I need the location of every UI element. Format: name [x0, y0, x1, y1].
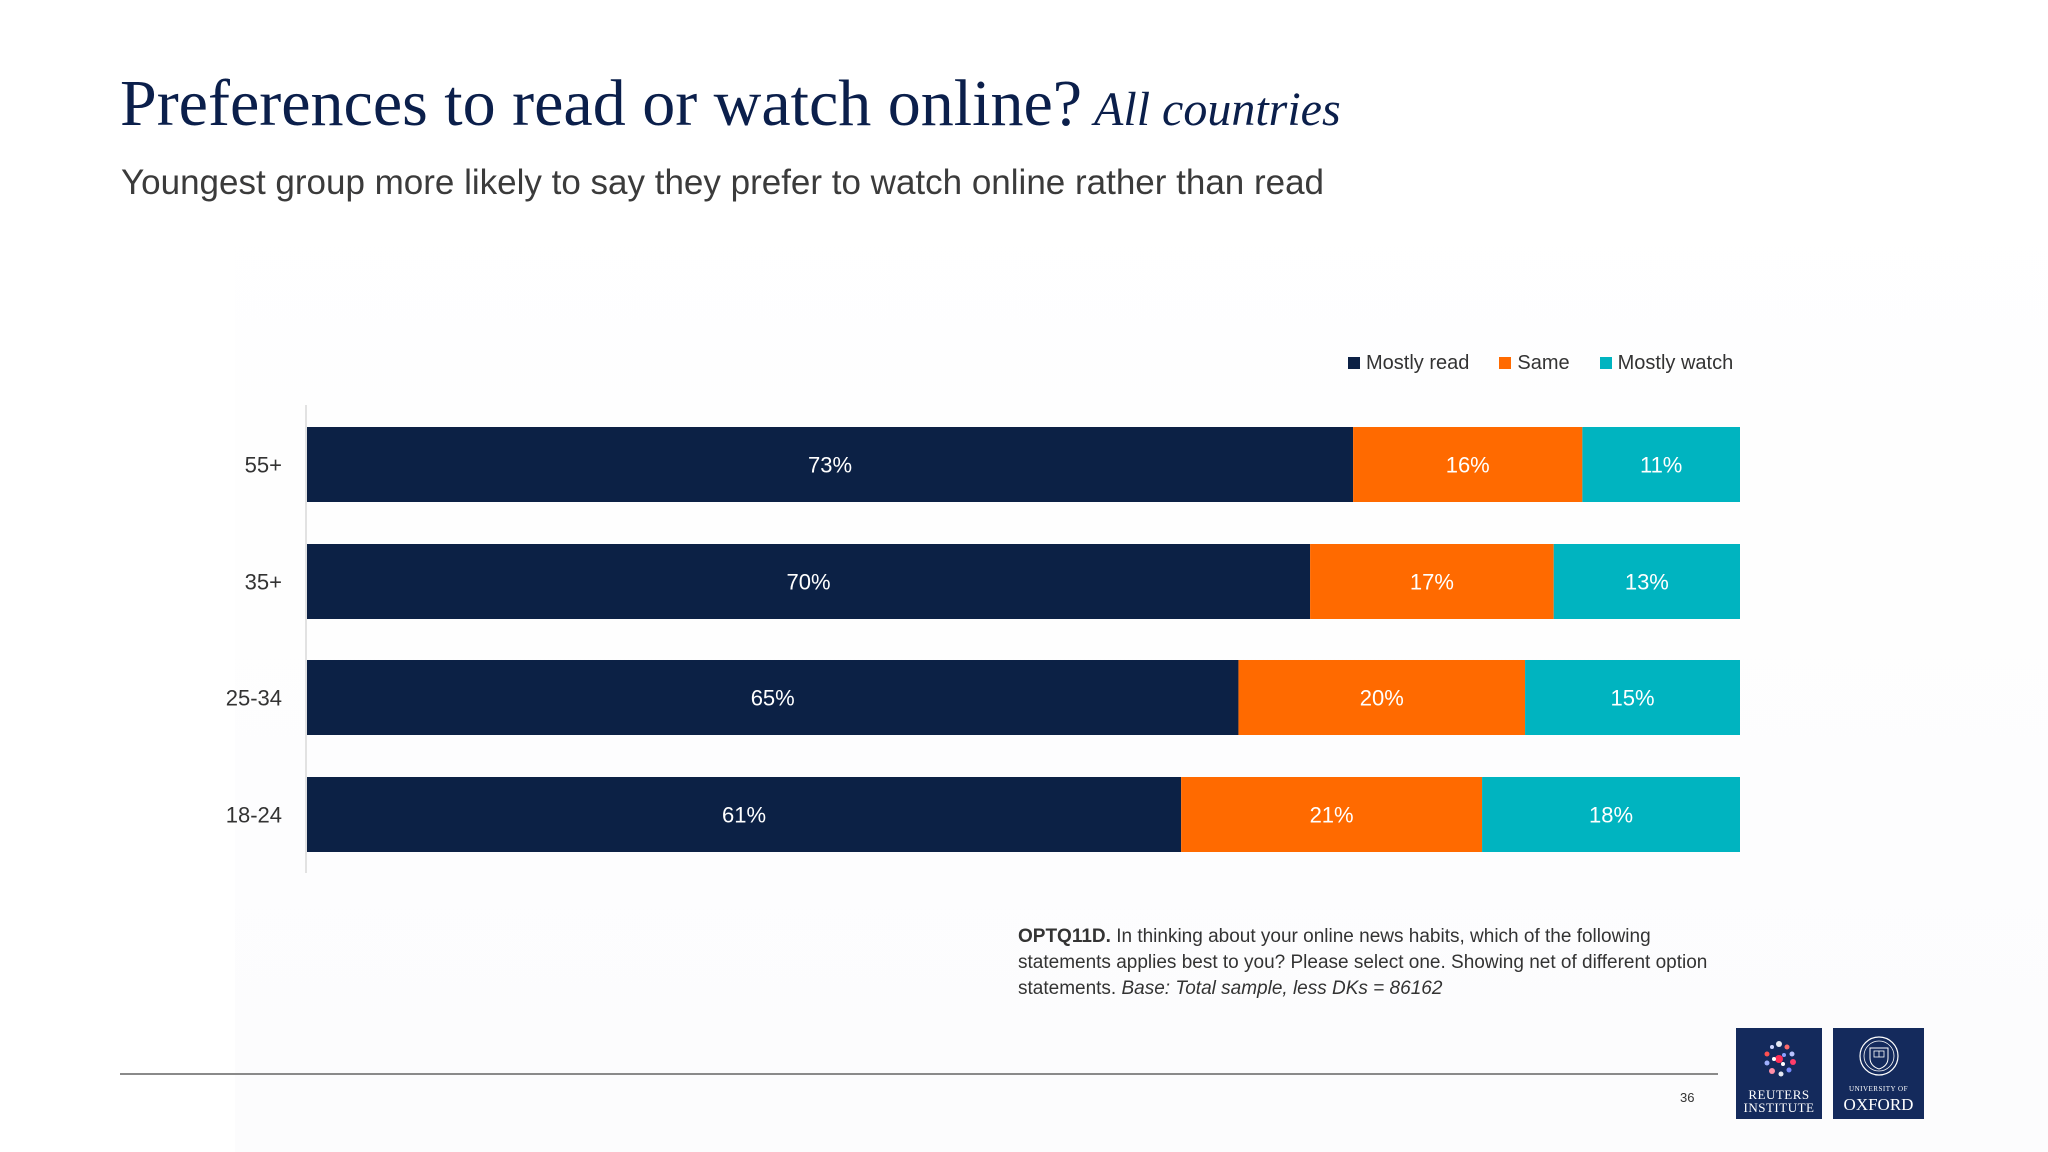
- survey-note: OPTQ11D. In thinking about your online n…: [1018, 924, 1748, 1002]
- data-label-same-55+: 16%: [1446, 453, 1490, 478]
- bar-mostly-read-35+: [307, 544, 1311, 619]
- category-label-35+: 35+: [245, 570, 282, 595]
- bar-mostly-watch-35+: [1553, 544, 1740, 619]
- reuters-institute-logo: REUTERS INSTITUTE: [1736, 1028, 1822, 1119]
- bar-same-25-34: [1238, 660, 1526, 735]
- note-base: Base: Total sample, less DKs = 86162: [1121, 978, 1443, 999]
- legend-swatch-same: [1499, 357, 1512, 369]
- data-label-mostly-watch-25-34: 15%: [1611, 686, 1655, 711]
- legend-item-same: Same: [1499, 351, 1570, 375]
- data-label-mostly-watch-35+: 13%: [1625, 570, 1669, 595]
- bar-mostly-read-18-24: [307, 777, 1182, 852]
- data-label-mostly-read-55+: 73%: [808, 453, 852, 478]
- bar-mostly-watch-55+: [1582, 427, 1740, 502]
- data-label-same-35+: 17%: [1410, 570, 1454, 595]
- page-number: 36: [1680, 1090, 1695, 1105]
- oxford-crest-icon: [1858, 1036, 1899, 1076]
- page-title: Preferences to read or watch online? All …: [120, 67, 1341, 141]
- oxford-logo-big-text: OXFORD: [1843, 1095, 1914, 1114]
- bar-same-35+: [1310, 544, 1554, 619]
- background-band: [235, 160, 2048, 1152]
- data-label-mostly-read-25-34: 65%: [751, 686, 795, 711]
- reuters-dots-icon: [1764, 1041, 1796, 1077]
- legend-label-same: Same: [1517, 351, 1570, 374]
- legend-swatch-mostly-watch: [1599, 357, 1612, 369]
- category-label-25-34: 25-34: [226, 686, 282, 711]
- bar-same-18-24: [1181, 777, 1483, 852]
- legend-item-mostly-read: Mostly read: [1348, 352, 1469, 375]
- chart-legend: Mostly read Same Mostly watch: [1348, 350, 1733, 376]
- legend-swatch-mostly-read: [1348, 357, 1360, 369]
- data-label-mostly-watch-18-24: 18%: [1589, 803, 1633, 828]
- bar-same-55+: [1353, 427, 1583, 502]
- legend-label-mostly-watch: Mostly watch: [1617, 351, 1734, 374]
- reuters-logo-text: REUTERS INSTITUTE: [1743, 1087, 1815, 1115]
- category-label-55+: 55+: [245, 453, 282, 478]
- category-label-18-24: 18-24: [226, 803, 282, 828]
- footer-divider: [120, 1073, 1718, 1075]
- oxford-logo-small-text: UNIVERSITY OF: [1849, 1085, 1908, 1093]
- legend-label-mostly-read: Mostly read: [1366, 351, 1470, 374]
- data-label-mostly-read-35+: 70%: [787, 570, 831, 595]
- university-of-oxford-logo: UNIVERSITY OF OXFORD: [1833, 1028, 1924, 1119]
- note-question-code: OPTQ11D.: [1018, 926, 1111, 947]
- legend-item-mostly-watch: Mostly watch: [1599, 351, 1734, 375]
- note-text: In thinking about your online news habit…: [1018, 926, 1708, 999]
- title-main: Preferences to read or watch online?: [120, 67, 1083, 140]
- page-subtitle: Youngest group more likely to say they p…: [121, 163, 1325, 202]
- data-label-mostly-read-18-24: 61%: [722, 803, 766, 828]
- bar-mostly-watch-18-24: [1482, 777, 1740, 852]
- title-italic: All countries: [1094, 83, 1341, 136]
- data-label-same-18-24: 21%: [1310, 803, 1354, 828]
- data-label-same-25-34: 20%: [1360, 686, 1404, 711]
- bar-mostly-read-25-34: [307, 660, 1239, 735]
- oxford-logo-text: UNIVERSITY OF OXFORD: [1833, 1083, 1924, 1114]
- bar-mostly-watch-25-34: [1525, 660, 1740, 735]
- bar-mostly-read-55+: [307, 427, 1354, 502]
- data-label-mostly-watch-55+: 11%: [1640, 453, 1682, 478]
